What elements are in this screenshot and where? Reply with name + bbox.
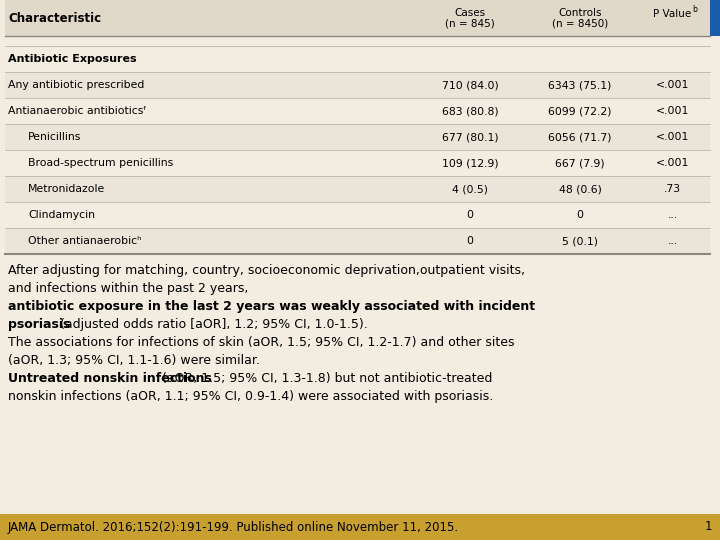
Text: Characteristic: Characteristic: [8, 11, 101, 24]
Text: 109 (12.9): 109 (12.9): [441, 158, 498, 168]
Bar: [5, 0, 710, 36]
Text: 6056 (71.7): 6056 (71.7): [548, 132, 612, 142]
Text: After adjusting for matching, country, socioeconomic deprivation,outpatient visi: After adjusting for matching, country, s…: [8, 264, 525, 277]
Bar: [5, 98, 710, 124]
Text: b: b: [692, 4, 697, 14]
Text: (n = 8450): (n = 8450): [552, 18, 608, 28]
Text: The associations for infections of skin (aOR, 1.5; 95% CI, 1.2-1.7) and other si: The associations for infections of skin …: [8, 336, 515, 349]
Text: 6343 (75.1): 6343 (75.1): [549, 80, 612, 90]
Bar: [5, 228, 710, 254]
Text: Cases: Cases: [454, 8, 485, 18]
Text: .73: .73: [664, 184, 681, 194]
Text: 683 (80.8): 683 (80.8): [441, 106, 498, 116]
Text: antibiotic exposure in the last 2 years was weakly associated with incident: antibiotic exposure in the last 2 years …: [8, 300, 535, 313]
Text: (aOR, 1.5; 95% CI, 1.3-1.8) but not antibiotic-treated: (aOR, 1.5; 95% CI, 1.3-1.8) but not anti…: [158, 372, 492, 385]
Text: (adjusted odds ratio [aOR], 1.2; 95% CI, 1.0-1.5).: (adjusted odds ratio [aOR], 1.2; 95% CI,…: [56, 318, 368, 331]
Text: Other antianaerobicʰ: Other antianaerobicʰ: [28, 236, 142, 246]
Bar: [5, 72, 710, 98]
Bar: [5, 176, 710, 202]
Text: Broad-spectrum penicillins: Broad-spectrum penicillins: [28, 158, 174, 168]
Text: Untreated nonskin infections: Untreated nonskin infections: [8, 372, 212, 385]
Bar: [5, 46, 710, 72]
Text: Controls: Controls: [558, 8, 602, 18]
Text: 677 (80.1): 677 (80.1): [441, 132, 498, 142]
Text: Penicillins: Penicillins: [28, 132, 81, 142]
Text: 1: 1: [704, 521, 712, 534]
Text: <.001: <.001: [656, 106, 689, 116]
Text: Clindamycin: Clindamycin: [28, 210, 95, 220]
Text: 0: 0: [467, 210, 474, 220]
Bar: [5, 202, 710, 228]
Text: Metronidazole: Metronidazole: [28, 184, 105, 194]
Text: and infections within the past 2 years,: and infections within the past 2 years,: [8, 282, 248, 295]
Bar: [5, 150, 710, 176]
Bar: [710, 0, 720, 36]
Text: nonskin infections (aOR, 1.1; 95% CI, 0.9-1.4) were associated with psoriasis.: nonskin infections (aOR, 1.1; 95% CI, 0.…: [8, 390, 493, 403]
Text: 0: 0: [467, 236, 474, 246]
Bar: [5, 36, 710, 46]
Text: (aOR, 1.3; 95% CI, 1.1-1.6) were similar.: (aOR, 1.3; 95% CI, 1.1-1.6) were similar…: [8, 354, 260, 367]
Text: Antibiotic Exposures: Antibiotic Exposures: [8, 54, 137, 64]
Text: 710 (84.0): 710 (84.0): [441, 80, 498, 90]
Text: ...: ...: [667, 210, 678, 220]
Text: 4 (0.5): 4 (0.5): [452, 184, 488, 194]
Bar: [5, 124, 710, 150]
Text: <.001: <.001: [656, 132, 689, 142]
Text: <.001: <.001: [656, 80, 689, 90]
Text: Antianaerobic antibioticsᶠ: Antianaerobic antibioticsᶠ: [8, 106, 147, 116]
Text: 5 (0.1): 5 (0.1): [562, 236, 598, 246]
Bar: [0, 514, 720, 540]
Text: Any antibiotic prescribed: Any antibiotic prescribed: [8, 80, 145, 90]
Text: JAMA Dermatol. 2016;152(2):191-199. Published online November 11, 2015.: JAMA Dermatol. 2016;152(2):191-199. Publ…: [8, 521, 459, 534]
Text: 6099 (72.2): 6099 (72.2): [548, 106, 612, 116]
Text: 0: 0: [577, 210, 583, 220]
Text: ...: ...: [667, 236, 678, 246]
Text: P Value: P Value: [653, 9, 692, 19]
Text: 48 (0.6): 48 (0.6): [559, 184, 601, 194]
Text: <.001: <.001: [656, 158, 689, 168]
Text: (n = 845): (n = 845): [445, 18, 495, 28]
Text: psoriasis: psoriasis: [8, 318, 71, 331]
Text: 667 (7.9): 667 (7.9): [555, 158, 605, 168]
